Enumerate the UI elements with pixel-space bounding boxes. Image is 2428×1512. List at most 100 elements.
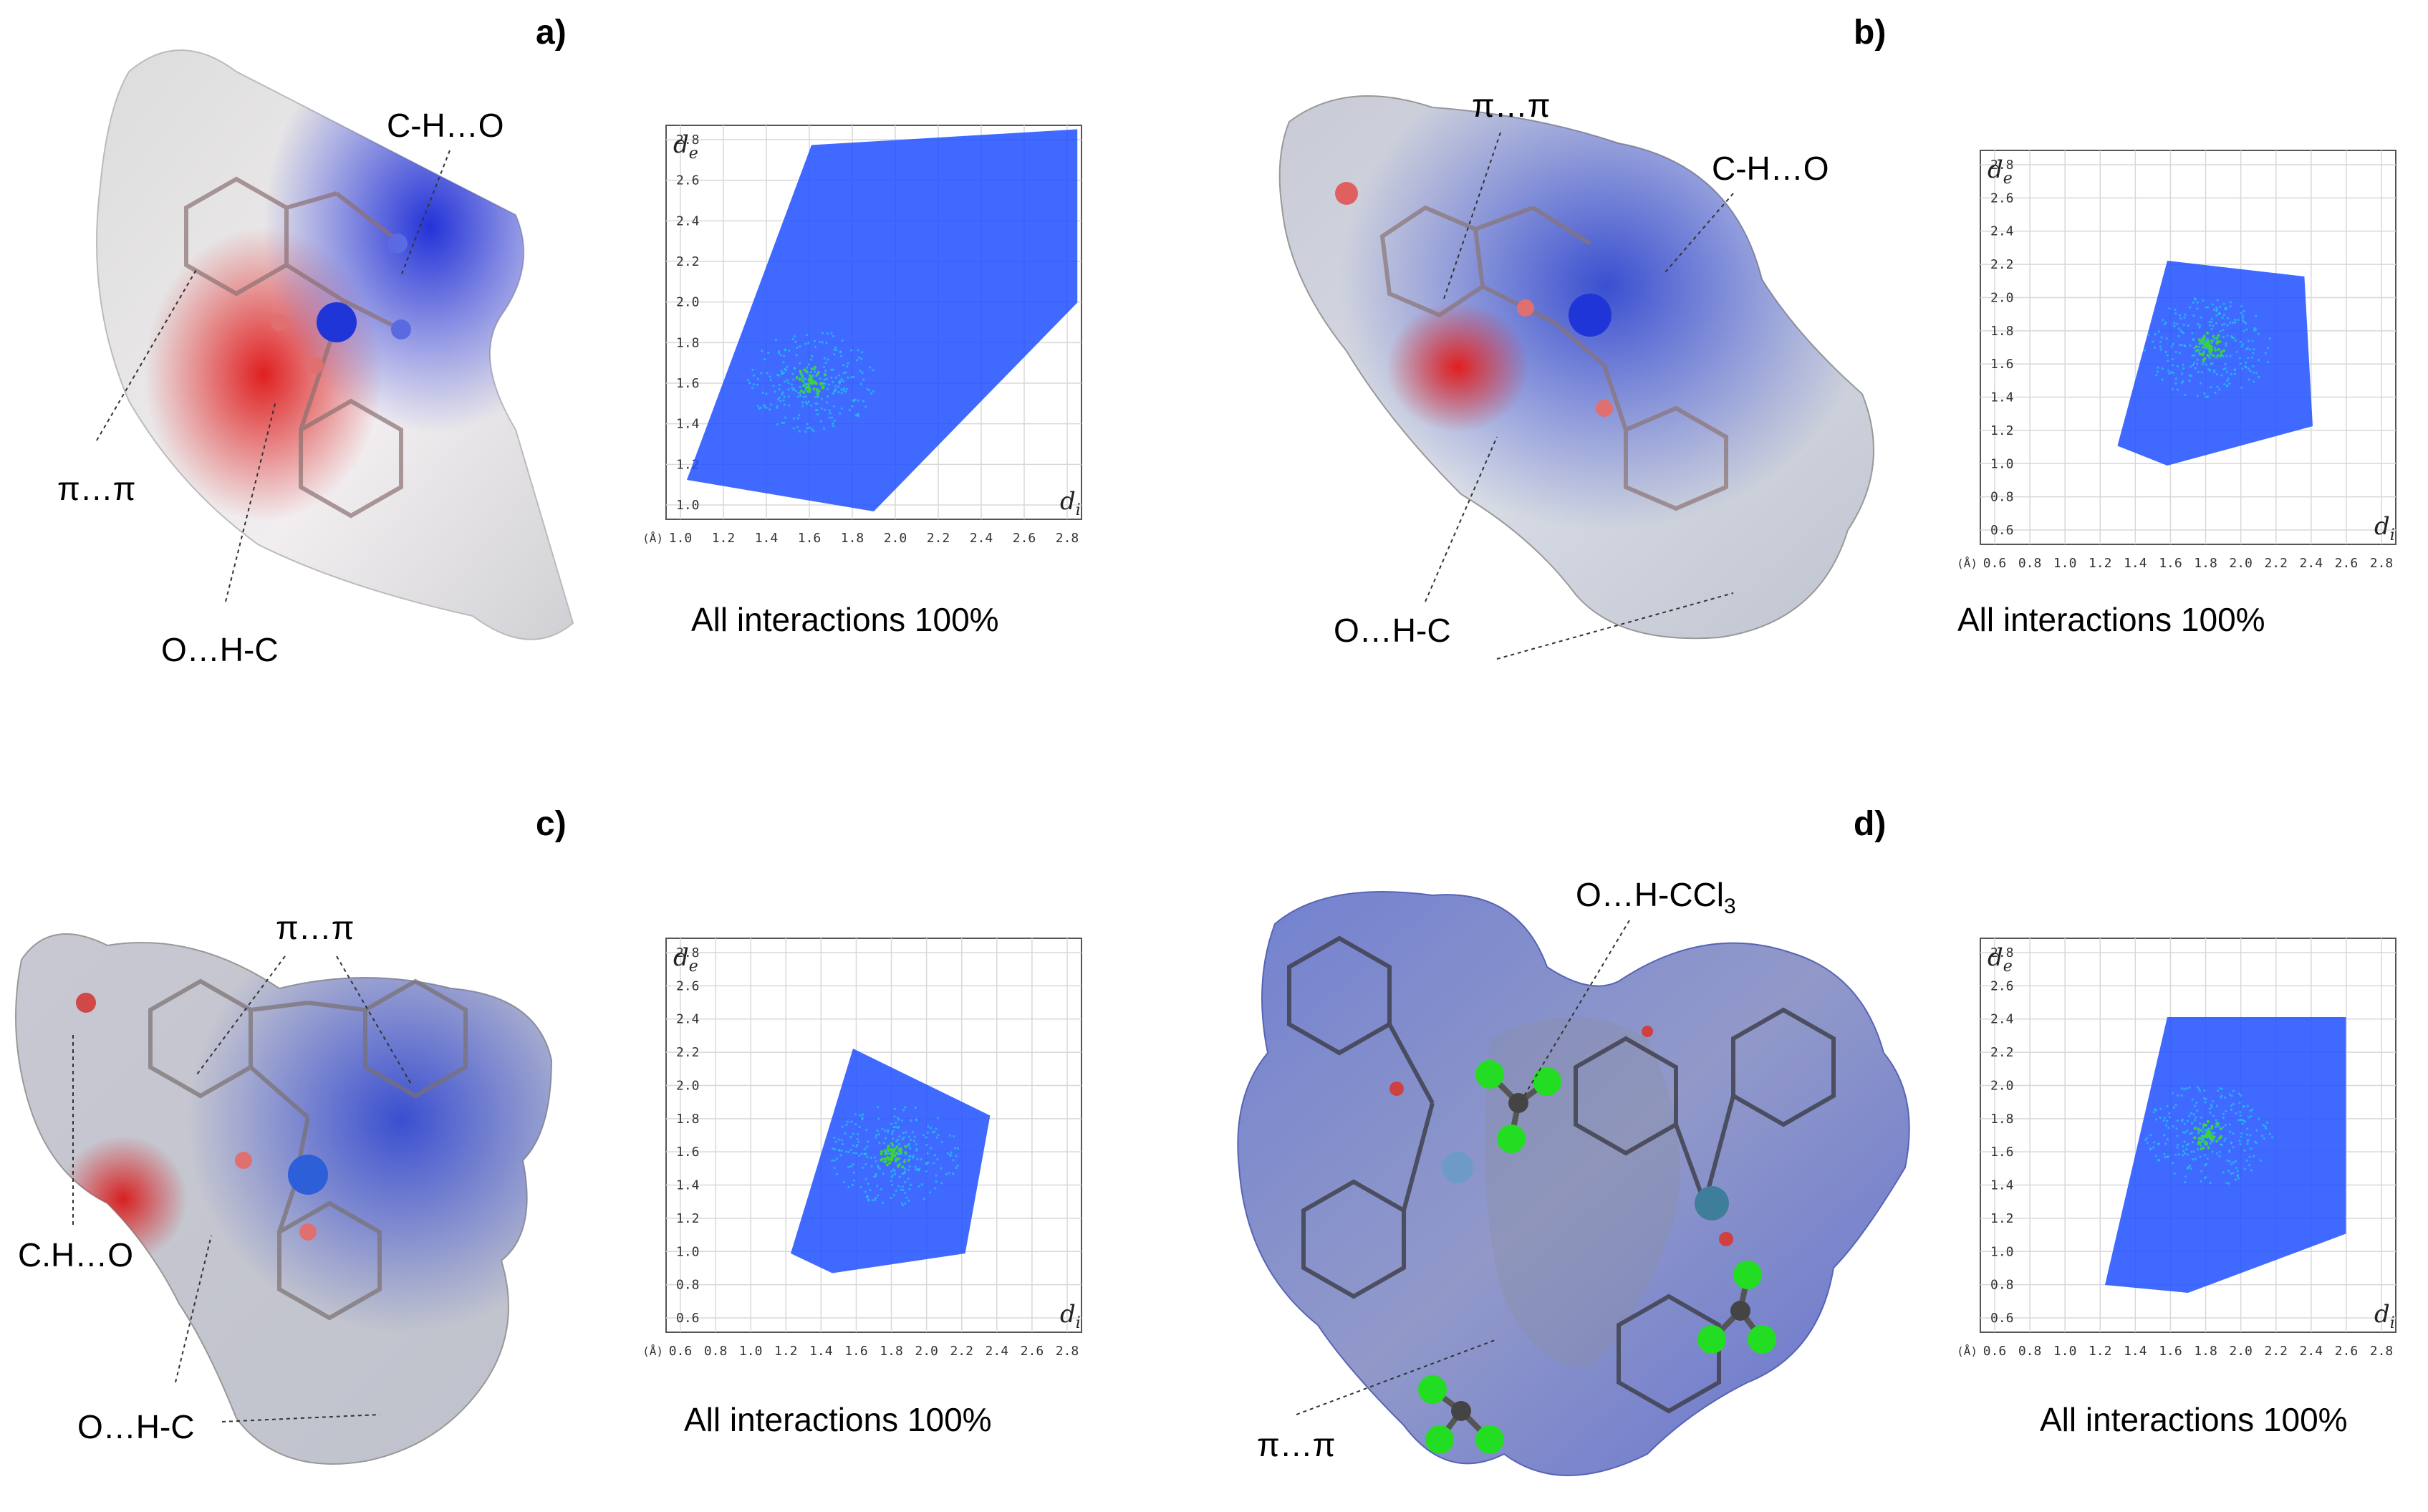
cloud-point <box>909 1147 912 1150</box>
cloud-point <box>890 1197 892 1200</box>
cloud-point <box>902 1172 905 1175</box>
cloud-point <box>2210 320 2213 323</box>
y-tick-label: 2.4 <box>676 213 700 228</box>
cloud-point <box>2169 371 2173 374</box>
cloud-point <box>904 1180 907 1183</box>
cloud-point <box>791 337 794 341</box>
cloud-point <box>2157 1142 2159 1145</box>
cloud-point <box>912 1140 915 1142</box>
y-tick-label: 2.4 <box>676 1012 700 1027</box>
cloud-point <box>804 382 806 385</box>
x-tick-label: 1.6 <box>2159 556 2182 571</box>
cloud-point <box>2188 380 2191 382</box>
cloud-point <box>2236 1170 2239 1172</box>
cloud-point <box>2220 1144 2223 1147</box>
cloud-point <box>882 1142 886 1145</box>
cloud-point <box>2232 337 2235 340</box>
cloud-point <box>787 382 790 385</box>
x-tick-label: 1.0 <box>739 1344 763 1359</box>
cloud-point <box>2196 358 2199 361</box>
cloud-point <box>900 1119 904 1122</box>
cloud-point <box>852 1151 855 1155</box>
panel-a-label-pi-pi: π…π <box>57 470 136 507</box>
cloud-point <box>2160 336 2163 339</box>
cloud-point <box>937 1134 940 1137</box>
cloud-point <box>2182 1150 2185 1152</box>
y-tick-label: 1.6 <box>676 376 700 391</box>
cloud-point <box>2181 381 2184 384</box>
cloud-point <box>2240 304 2243 307</box>
cloud-point <box>2144 1138 2147 1141</box>
cloud-point <box>842 1180 846 1184</box>
cloud-point <box>900 1188 902 1191</box>
cloud-point <box>2190 1150 2193 1153</box>
cloud-point-dense <box>2220 353 2223 357</box>
cloud-point <box>2212 1114 2215 1117</box>
cloud-point <box>852 1144 854 1147</box>
cloud-point <box>2222 329 2225 332</box>
cloud-point <box>798 430 801 433</box>
y-tick-label: 1.6 <box>1990 357 2014 372</box>
cloud-point <box>2238 1140 2241 1142</box>
cloud-point <box>2196 394 2199 398</box>
cloud-point <box>2166 1119 2169 1122</box>
x-axis-sub: i <box>1076 1314 1081 1332</box>
cloud-point <box>2174 377 2177 380</box>
cloud-point <box>778 387 781 391</box>
cloud-point <box>2198 1122 2202 1125</box>
cloud-point <box>864 1162 867 1166</box>
cloud-point <box>760 372 763 375</box>
cloud-point <box>2251 340 2254 342</box>
cloud-point <box>2249 370 2252 372</box>
x-tick-label: 1.6 <box>2159 1344 2182 1359</box>
cloud-point <box>769 408 771 411</box>
y-axis-label: de <box>673 943 698 976</box>
cloud-point <box>781 421 784 425</box>
cloud-point <box>2223 322 2226 325</box>
cloud-point <box>2234 339 2237 342</box>
y-tick-label: 2.0 <box>676 295 700 310</box>
cloud-point <box>2170 345 2173 348</box>
cloud-point <box>882 1172 885 1175</box>
x-tick-label: 2.6 <box>2335 1344 2359 1359</box>
cloud-point <box>2218 1087 2222 1089</box>
cloud-point-dense <box>884 1157 887 1161</box>
cloud-point <box>2190 1122 2194 1125</box>
cloud-point <box>2257 358 2260 362</box>
cloud-point <box>844 371 847 374</box>
cloud-point <box>2187 1115 2191 1118</box>
cloud-point <box>2197 350 2201 354</box>
x-tick-label: 2.4 <box>970 531 993 546</box>
cloud-point-dense <box>2205 331 2209 334</box>
cloud-point <box>847 1185 850 1188</box>
cloud-point <box>842 364 844 367</box>
cloud-point <box>2193 1119 2197 1122</box>
cloud-point <box>793 335 796 338</box>
cloud-point <box>824 361 827 365</box>
x-tick-label: 1.4 <box>2124 556 2147 571</box>
cloud-point <box>2222 335 2225 339</box>
y-tick-label: 1.4 <box>1990 1178 2014 1193</box>
cloud-point <box>897 1185 900 1188</box>
x-tick-label: 1.0 <box>669 531 693 546</box>
cloud-point <box>837 1138 840 1141</box>
x-tick-label: 2.8 <box>1056 1344 1079 1359</box>
cloud-point <box>840 1139 843 1142</box>
cloud-point <box>815 390 818 394</box>
y-tick-label: 1.8 <box>1990 324 2014 339</box>
cloud-point-dense <box>902 1160 906 1164</box>
cloud-point-dense <box>886 1147 890 1150</box>
cloud-point <box>2200 1144 2202 1147</box>
cloud-point-dense <box>2222 349 2225 352</box>
cloud-point <box>2224 308 2227 311</box>
cloud-point <box>2247 347 2250 350</box>
panel-a-hirshfeld-surface <box>72 29 616 677</box>
cloud-point <box>866 1145 869 1148</box>
cloud-point <box>892 1130 895 1132</box>
cloud-point <box>2194 367 2197 370</box>
y-axis-sub: e <box>2003 958 2013 976</box>
cloud-point <box>2197 345 2200 348</box>
cloud-point <box>2239 340 2242 344</box>
cloud-point <box>2167 1126 2170 1130</box>
cloud-point <box>909 1138 912 1141</box>
